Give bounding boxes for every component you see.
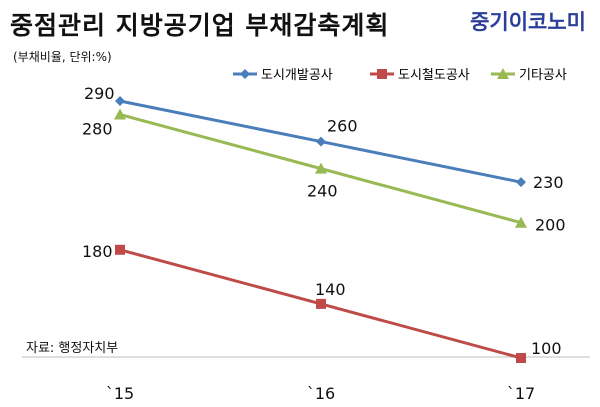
data-point-urban-dev — [316, 136, 326, 147]
legend: 도시개발공사 도시철도공사 기타공사 — [233, 68, 567, 83]
brand-logo: 중기이코노미 — [470, 10, 586, 34]
data-label-metro-rail: 140 — [315, 280, 346, 299]
data-point-other — [515, 216, 527, 228]
data-point-metro-rail — [516, 353, 526, 363]
unit-note: (부채비율, 단위:%) — [13, 50, 112, 64]
data-point-metro-rail — [316, 298, 326, 309]
data-point-other — [114, 108, 126, 120]
source-note: 자료: 행정자치부 — [26, 340, 118, 356]
legend-label: 도시개발공사 — [261, 68, 333, 83]
data-label-metro-rail: 100 — [531, 339, 562, 358]
data-label-metro-rail: 180 — [82, 242, 113, 261]
legend-item-urban-dev: 도시개발공사 — [233, 68, 333, 83]
x-tick-label: `16 — [307, 384, 335, 403]
legend-item-metro-rail: 도시철도공사 — [370, 68, 470, 83]
data-label-urban-dev: 260 — [327, 117, 358, 136]
data-label-other: 280 — [82, 120, 113, 139]
data-point-metro-rail — [115, 244, 125, 255]
legend-label: 기타공사 — [519, 68, 567, 83]
x-tick-label: `17 — [507, 384, 535, 403]
series-metro-rail: 180 140 100 — [82, 242, 562, 363]
x-axis-ticks: `15 `16 `17 — [106, 384, 535, 403]
data-label-other: 200 — [535, 216, 566, 235]
legend-swatch-marker — [377, 69, 387, 79]
legend-swatch-marker — [240, 69, 250, 79]
data-point-other — [315, 162, 327, 174]
data-label-other: 240 — [307, 182, 338, 201]
data-point-urban-dev — [516, 177, 526, 188]
chart-title: 중점관리 지방공기업 부채감축계획 — [10, 11, 390, 40]
x-tick-label: `15 — [106, 384, 134, 403]
series-urban-dev: 290 260 230 — [84, 84, 564, 192]
legend-item-other: 기타공사 — [491, 68, 567, 83]
legend-label: 도시철도공사 — [398, 68, 470, 83]
data-label-urban-dev: 290 — [84, 84, 115, 103]
legend-swatch-marker — [497, 68, 509, 79]
series-layer: 290 260 230 180 140 100 280 240 200 — [82, 84, 566, 363]
data-point-urban-dev — [115, 96, 125, 106]
data-label-urban-dev: 230 — [533, 173, 564, 192]
series-other: 280 240 200 — [82, 108, 566, 235]
